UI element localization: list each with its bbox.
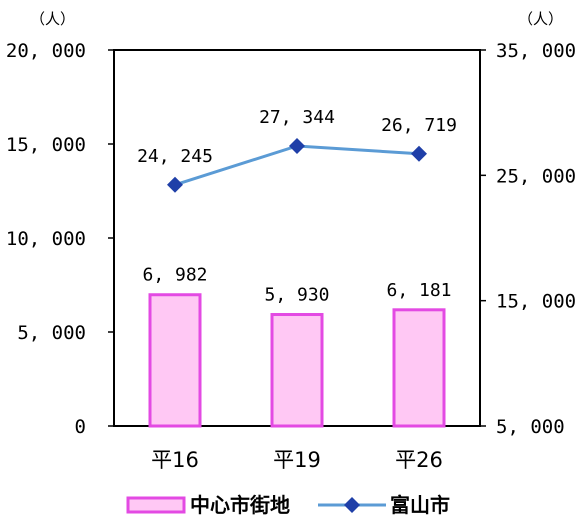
line-series: 24, 245 27, 344 26, 719 — [137, 107, 457, 193]
left-tick-label: 20, 000 — [6, 40, 86, 62]
left-tick-label: 0 — [75, 416, 86, 438]
right-axis: 5, 000 15, 000 25, 000 35, 000 （人） — [480, 10, 576, 438]
bar-data-label: 5, 930 — [264, 285, 329, 306]
legend-bar-label: 中心市街地 — [190, 493, 290, 517]
left-tick-label: 10, 000 — [6, 228, 86, 250]
line-data-label: 27, 344 — [259, 107, 335, 128]
bar — [392, 308, 446, 428]
category-label: 平19 — [273, 448, 321, 472]
legend-line-marker — [344, 497, 360, 513]
right-tick-label: 35, 000 — [496, 40, 576, 62]
line-point — [411, 145, 427, 162]
right-axis-unit: （人） — [518, 10, 563, 28]
category-axis: 平16 平19 平26 — [151, 448, 443, 472]
bar-data-label: 6, 982 — [142, 265, 207, 286]
right-tick-label: 15, 000 — [496, 291, 576, 313]
right-tick-label: 25, 000 — [496, 165, 576, 187]
line-data-label: 24, 245 — [137, 146, 213, 167]
legend-line-label: 富山市 — [390, 493, 450, 517]
left-tick-label: 5, 000 — [17, 322, 86, 344]
bar — [270, 313, 324, 428]
left-tick-label: 15, 000 — [6, 134, 86, 156]
bar — [148, 293, 202, 428]
category-label: 平26 — [395, 448, 443, 472]
line-data-label: 26, 719 — [381, 115, 457, 136]
category-label: 平16 — [151, 448, 199, 472]
legend-bar-swatch — [126, 496, 186, 514]
left-axis-unit: （人） — [30, 10, 75, 28]
right-tick-label: 5, 000 — [496, 416, 565, 438]
line-point — [167, 176, 183, 193]
left-axis: 0 5, 000 10, 000 15, 000 20, 000 （人） — [6, 10, 114, 438]
line-point — [289, 137, 305, 154]
bar-series: 6, 982 5, 930 6, 181 — [142, 265, 452, 428]
legend: 中心市街地 富山市 — [126, 493, 450, 517]
bar-data-label: 6, 181 — [386, 280, 451, 301]
